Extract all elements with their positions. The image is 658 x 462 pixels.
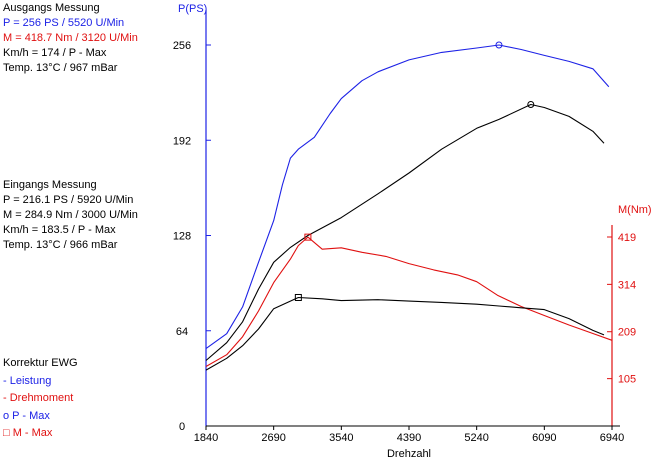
rpm-tick-label-6: 6940 bbox=[600, 432, 624, 444]
outgoing-speed: Km/h = 174 / P - Max bbox=[3, 47, 107, 59]
legend-title: Korrektur EWG bbox=[3, 357, 78, 369]
incoming-power: P = 216.1 PS / 5920 U/Min bbox=[3, 194, 134, 206]
torque-tick-label-2: 314 bbox=[618, 279, 636, 291]
power-tick-label-1: 64 bbox=[176, 326, 188, 338]
power-tick-label-4: 256 bbox=[173, 40, 191, 52]
legend-power-max: o P - Max bbox=[3, 409, 50, 422]
marker-square-2 bbox=[304, 233, 312, 241]
outgoing-measurement-panel: Ausgangs Messung P = 256 PS / 5520 U/Min… bbox=[3, 1, 138, 76]
rpm-tick-label-4: 5240 bbox=[464, 432, 488, 444]
incoming-measurement-panel: Eingangs Messung P = 216.1 PS / 5920 U/M… bbox=[3, 178, 138, 253]
rpm-axis-label: Drehzahl bbox=[387, 448, 431, 460]
series-line-2 bbox=[205, 236, 613, 367]
rpm-tick-label-3: 4390 bbox=[397, 432, 421, 444]
series-line-3 bbox=[205, 296, 605, 371]
torque-tick-label-3: 419 bbox=[618, 232, 636, 244]
chart-markers bbox=[294, 41, 535, 301]
incoming-title: Eingangs Messung bbox=[3, 179, 97, 191]
incoming-speed: Km/h = 183.5 / P - Max bbox=[3, 224, 116, 236]
outgoing-title: Ausgangs Messung bbox=[3, 2, 100, 14]
series-line-0 bbox=[205, 44, 610, 350]
rpm-tick-label-5: 6090 bbox=[532, 432, 556, 444]
rpm-tick-label-0: 1840 bbox=[194, 432, 218, 444]
torque-tick-label-0: 105 bbox=[618, 374, 636, 386]
chart-axes: P(PS) 0 64 128 192 256 M(Nm) 105 209 314 419 1840 26… bbox=[173, 3, 652, 460]
rpm-tick-label-1: 2690 bbox=[261, 432, 285, 444]
power-tick-label-0: 0 bbox=[179, 421, 185, 433]
series-line-1 bbox=[205, 103, 605, 361]
marker-square-3 bbox=[294, 293, 302, 301]
power-axis-label: P(PS) bbox=[178, 3, 207, 15]
rpm-tick-label-2: 3540 bbox=[329, 432, 353, 444]
legend-torque-max: □ M - Max bbox=[3, 427, 53, 439]
chart-series bbox=[205, 44, 613, 371]
marker-circle-1 bbox=[527, 101, 535, 109]
legend-power: - Leistung bbox=[3, 374, 52, 387]
torque-axis-label: M(Nm) bbox=[618, 204, 652, 216]
incoming-torque: M = 284.9 Nm / 3000 U/Min bbox=[3, 209, 138, 221]
outgoing-temp: Temp. 13°C / 967 mBar bbox=[3, 62, 118, 74]
outgoing-power: P = 256 PS / 5520 U/Min bbox=[3, 17, 125, 29]
torque-tick-label-1: 209 bbox=[618, 327, 636, 339]
incoming-temp: Temp. 13°C / 966 mBar bbox=[3, 239, 118, 251]
legend: Korrektur EWG - Leistung - Drehmoment o … bbox=[3, 355, 78, 443]
power-tick-label-2: 128 bbox=[173, 231, 191, 243]
marker-circle-0 bbox=[495, 41, 503, 49]
power-tick-label-3: 192 bbox=[173, 135, 191, 147]
legend-torque: - Drehmoment bbox=[3, 392, 74, 404]
outgoing-torque: M = 418.7 Nm / 3120 U/Min bbox=[3, 32, 138, 44]
